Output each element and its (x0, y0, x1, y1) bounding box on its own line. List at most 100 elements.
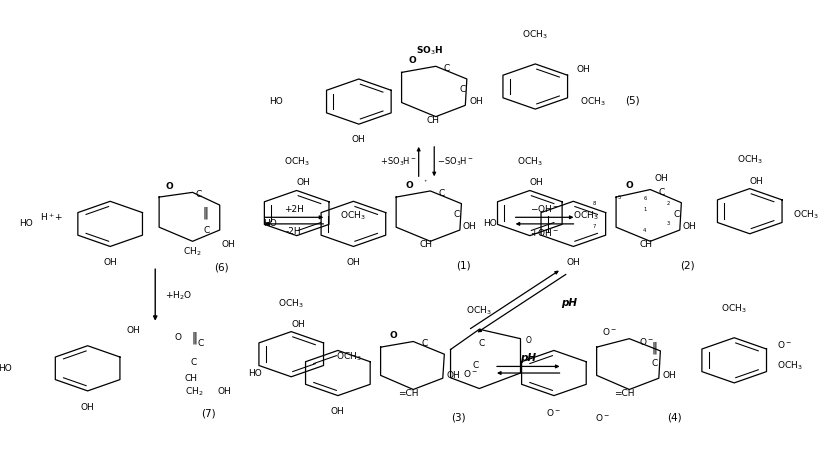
Text: O$^-$: O$^-$ (595, 412, 610, 423)
Text: 5: 5 (618, 195, 621, 199)
Text: C: C (196, 190, 202, 199)
Text: OH: OH (683, 222, 696, 231)
Text: OH: OH (217, 387, 231, 397)
Text: (1): (1) (457, 260, 471, 270)
Text: 4: 4 (643, 228, 647, 233)
Text: O$^-$: O$^-$ (602, 326, 617, 337)
Text: =CH: =CH (398, 389, 419, 398)
Text: $-$SO$_3$H$^-$: $-$SO$_3$H$^-$ (437, 156, 473, 168)
Text: O: O (390, 331, 397, 340)
Text: C: C (478, 339, 485, 348)
Text: =CH: =CH (615, 389, 635, 398)
Text: O: O (165, 182, 173, 191)
Text: HO: HO (248, 368, 262, 377)
Text: O: O (526, 336, 532, 345)
Text: pH: pH (520, 353, 536, 363)
Text: OH: OH (655, 174, 669, 183)
Text: OH: OH (662, 371, 676, 380)
Text: OCH$_3$: OCH$_3$ (340, 209, 366, 222)
Text: C: C (453, 210, 460, 219)
Text: ‖: ‖ (651, 342, 657, 355)
Text: +OH$^-$: +OH$^-$ (530, 227, 559, 238)
Text: OH: OH (577, 65, 591, 74)
Text: +2H: +2H (283, 206, 303, 215)
Text: O: O (625, 180, 634, 189)
Text: OH: OH (469, 97, 483, 106)
Text: OCH$_3$: OCH$_3$ (278, 297, 304, 309)
Text: C: C (673, 210, 680, 219)
Text: C: C (421, 339, 427, 348)
Text: OH: OH (347, 258, 360, 267)
Text: OH: OH (750, 177, 763, 186)
Text: O: O (174, 333, 182, 342)
Text: -2H: -2H (286, 227, 301, 236)
Text: OH: OH (331, 407, 344, 416)
Text: C: C (651, 359, 657, 368)
Text: C: C (658, 188, 664, 197)
Text: O: O (409, 56, 416, 65)
Text: OCH$_3$: OCH$_3$ (580, 95, 605, 108)
Text: 1: 1 (643, 207, 647, 212)
Text: OCH$_3$: OCH$_3$ (517, 155, 543, 168)
Text: OH: OH (447, 371, 460, 380)
Text: OH: OH (221, 239, 235, 248)
Text: CH: CH (185, 374, 197, 383)
Text: +SO$_3$H$^-$: +SO$_3$H$^-$ (379, 156, 416, 168)
Text: OH: OH (352, 136, 366, 144)
Text: C: C (438, 189, 444, 198)
Text: $^+$: $^+$ (423, 179, 429, 184)
Text: OH: OH (529, 178, 544, 188)
Text: O: O (406, 180, 413, 189)
Text: 7: 7 (592, 224, 596, 229)
Text: OH: OH (297, 178, 311, 188)
Text: CH$_2$: CH$_2$ (183, 246, 202, 258)
Text: OH: OH (567, 258, 580, 267)
Text: (7): (7) (201, 408, 216, 418)
Text: HO: HO (19, 219, 32, 228)
Text: OCH$_3$: OCH$_3$ (335, 350, 361, 363)
Text: pH: pH (561, 298, 577, 308)
Text: CH$_2$: CH$_2$ (185, 386, 203, 398)
Text: (5): (5) (624, 96, 639, 106)
Text: C: C (472, 360, 478, 369)
Text: C: C (198, 339, 204, 348)
Text: OCH$_3$: OCH$_3$ (467, 304, 492, 317)
Text: OH: OH (81, 403, 94, 412)
Text: 8: 8 (592, 201, 596, 206)
Text: O$^-$: O$^-$ (777, 339, 792, 350)
Text: OCH$_3$: OCH$_3$ (793, 208, 819, 221)
Text: OCH$_3$: OCH$_3$ (573, 209, 599, 222)
Text: (4): (4) (667, 412, 681, 422)
Text: OCH$_3$: OCH$_3$ (777, 360, 803, 372)
Text: OCH$_3$: OCH$_3$ (284, 155, 310, 168)
Text: ‖: ‖ (202, 207, 208, 219)
Text: HO: HO (483, 219, 497, 228)
Text: O$^-$: O$^-$ (463, 367, 477, 378)
Text: OH: OH (292, 320, 305, 329)
Text: SO$_3$H: SO$_3$H (416, 44, 444, 57)
Text: OCH$_3$: OCH$_3$ (721, 303, 747, 315)
Text: HO: HO (269, 97, 282, 106)
Text: 6: 6 (643, 196, 647, 200)
Text: (6): (6) (214, 263, 229, 273)
Text: 3: 3 (667, 221, 670, 227)
Text: (2): (2) (681, 260, 695, 270)
Text: (3): (3) (451, 412, 466, 422)
Text: $-$OH$^-$: $-$OH$^-$ (530, 203, 559, 215)
Text: OH: OH (463, 222, 477, 231)
Text: 2: 2 (667, 201, 670, 206)
Text: ‖: ‖ (191, 331, 197, 344)
Text: HO: HO (263, 219, 278, 228)
Text: O$^-$: O$^-$ (546, 407, 562, 418)
Text: H$^+$+: H$^+$+ (40, 211, 64, 223)
Text: C: C (190, 357, 197, 367)
Text: C: C (459, 85, 465, 94)
Text: CH: CH (419, 240, 432, 249)
Text: OCH$_3$: OCH$_3$ (737, 154, 762, 166)
Text: +H$_2$O: +H$_2$O (164, 289, 192, 302)
Text: OH: OH (103, 258, 117, 267)
Text: CH: CH (639, 240, 652, 249)
Text: O$^-$: O$^-$ (638, 336, 653, 347)
Text: CH: CH (426, 116, 439, 125)
Text: HO: HO (0, 364, 12, 373)
